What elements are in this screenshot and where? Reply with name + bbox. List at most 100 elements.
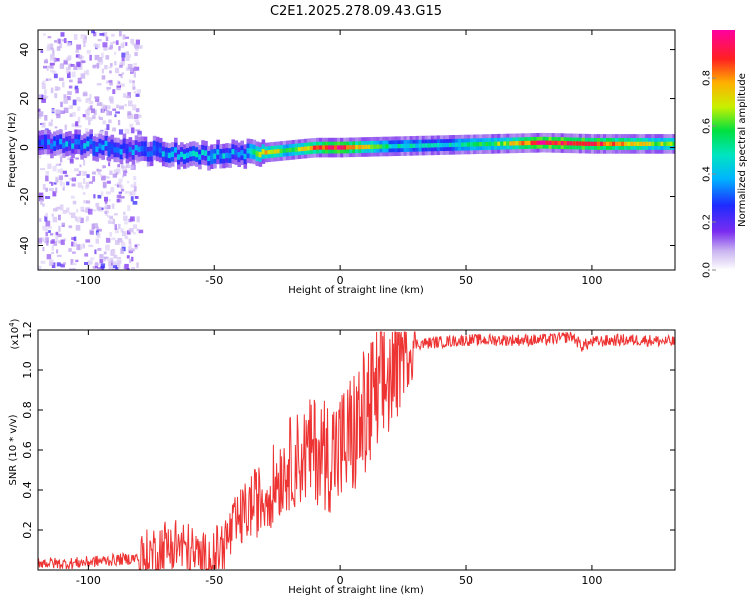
noise-speckle bbox=[60, 157, 63, 163]
noise-speckle bbox=[134, 119, 140, 122]
noise-speckle bbox=[105, 55, 110, 60]
noise-speckle bbox=[51, 262, 56, 268]
ridge-core bbox=[512, 141, 516, 146]
ridge-core bbox=[409, 143, 414, 148]
noise-speckle bbox=[72, 112, 76, 117]
noise-speckle bbox=[76, 97, 81, 102]
noise-speckle bbox=[94, 133, 99, 139]
noise-speckle bbox=[82, 192, 86, 195]
ridge-core bbox=[119, 149, 124, 155]
ridge-core bbox=[104, 140, 109, 147]
noise-speckle bbox=[55, 187, 58, 193]
ridge-core bbox=[210, 154, 214, 160]
noise-speckle bbox=[121, 52, 126, 58]
noise-speckle bbox=[134, 244, 138, 248]
noise-speckle bbox=[127, 115, 130, 119]
ridge-core bbox=[267, 150, 272, 155]
noise-speckle bbox=[93, 32, 97, 37]
ridge-core bbox=[237, 152, 241, 158]
noise-speckle bbox=[122, 41, 125, 48]
noise-speckle bbox=[53, 57, 57, 63]
noise-speckle bbox=[60, 168, 63, 174]
noise-speckle bbox=[101, 175, 106, 181]
noise-speckle bbox=[66, 42, 70, 47]
noise-speckle bbox=[71, 267, 76, 270]
ridge-core bbox=[38, 140, 42, 146]
noise-speckle bbox=[60, 101, 63, 108]
noise-speckle bbox=[93, 223, 99, 228]
ridge-core bbox=[530, 140, 535, 146]
noise-speckle bbox=[136, 228, 140, 231]
noise-speckle bbox=[109, 250, 114, 256]
noise-speckle bbox=[105, 36, 109, 42]
noise-speckle bbox=[78, 54, 83, 60]
noise-speckle bbox=[58, 175, 63, 181]
noise-speckle bbox=[61, 222, 65, 226]
noise-speckle bbox=[97, 39, 102, 42]
ridge-core bbox=[155, 146, 160, 152]
noise-speckle bbox=[62, 81, 65, 88]
noise-speckle bbox=[101, 75, 106, 80]
noise-speckle bbox=[51, 213, 54, 217]
noise-speckle bbox=[96, 83, 102, 86]
noise-speckle bbox=[134, 44, 139, 49]
noise-speckle bbox=[108, 47, 113, 50]
ridge-core bbox=[128, 146, 133, 153]
noise-speckle bbox=[84, 117, 90, 120]
snr-y-tick-label: 0.6 bbox=[21, 441, 34, 459]
ridge-core bbox=[518, 141, 522, 146]
noise-speckle bbox=[129, 123, 134, 128]
noise-speckle bbox=[92, 171, 96, 175]
noise-speckle bbox=[102, 165, 106, 169]
noise-speckle bbox=[110, 260, 114, 266]
snr-scale-close: ) bbox=[10, 318, 21, 322]
noise-speckle bbox=[115, 240, 120, 245]
noise-speckle bbox=[86, 174, 90, 178]
noise-speckle bbox=[48, 121, 53, 127]
noise-speckle bbox=[47, 226, 52, 229]
noise-speckle bbox=[81, 60, 86, 64]
noise-speckle bbox=[61, 39, 65, 42]
ridge-core bbox=[533, 140, 538, 145]
noise-speckle bbox=[45, 231, 49, 237]
noise-speckle bbox=[56, 249, 59, 254]
noise-speckle bbox=[106, 191, 111, 195]
noise-speckle bbox=[41, 82, 45, 85]
noise-speckle bbox=[56, 113, 61, 119]
ridge-core bbox=[415, 143, 420, 148]
noise-speckle bbox=[130, 67, 133, 73]
noise-speckle bbox=[62, 182, 65, 187]
ridge-core bbox=[545, 140, 550, 145]
noise-speckle bbox=[63, 107, 69, 113]
ridge-core bbox=[657, 141, 661, 146]
spectrogram-x-tick-label: -100 bbox=[76, 274, 101, 287]
noise-speckle bbox=[74, 168, 79, 172]
ridge-core bbox=[551, 140, 556, 145]
figure-title: C2E1.2025.278.09.43.G15 bbox=[270, 4, 442, 19]
snr-scale-base: (x10 bbox=[10, 327, 21, 350]
ridge-core bbox=[322, 145, 326, 150]
ridge-core bbox=[424, 143, 429, 148]
noise-speckle bbox=[109, 231, 113, 237]
noise-speckle bbox=[114, 228, 119, 234]
noise-speckle bbox=[95, 202, 100, 208]
ridge-core bbox=[134, 145, 139, 151]
ridge-core bbox=[672, 141, 675, 146]
noise-speckle bbox=[85, 216, 89, 221]
noise-speckle bbox=[118, 73, 123, 77]
noise-speckle bbox=[127, 205, 131, 211]
noise-speckle bbox=[49, 181, 52, 184]
ridge-core bbox=[382, 144, 386, 149]
noise-speckle bbox=[95, 226, 100, 231]
ridge-core bbox=[654, 141, 658, 146]
noise-speckle bbox=[133, 176, 137, 181]
ridge-core bbox=[506, 141, 510, 146]
noise-speckle bbox=[136, 216, 140, 223]
noise-speckle bbox=[133, 90, 136, 94]
noise-speckle bbox=[50, 53, 54, 60]
noise-speckle bbox=[51, 181, 54, 186]
noise-speckle bbox=[117, 262, 121, 269]
ridge-core bbox=[473, 142, 477, 147]
noise-speckle bbox=[85, 128, 89, 134]
noise-speckle bbox=[41, 94, 44, 100]
